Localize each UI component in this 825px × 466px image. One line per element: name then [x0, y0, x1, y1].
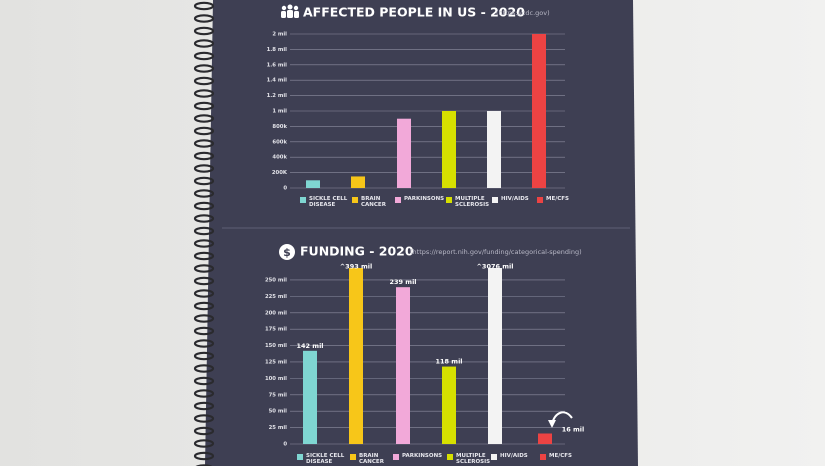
legend-label: PARKINSONS — [404, 196, 445, 202]
value-label: ^3076 mil — [476, 262, 513, 270]
legend-swatch — [300, 197, 306, 203]
y-tick-label: 0 — [283, 186, 287, 192]
legend-swatch — [492, 197, 498, 203]
y-tick-label: 1.8 mil — [267, 47, 288, 53]
y-tick-label: 50 mil — [269, 409, 288, 415]
y-tick-label: 1.6 mil — [267, 62, 288, 68]
y-tick-label: 1.2 mil — [267, 93, 288, 99]
bar — [487, 111, 501, 188]
y-tick-label: 250 mil — [265, 277, 287, 283]
chart-title: FUNDING - 2020 — [300, 244, 414, 259]
legend-label: SICKLE CELL DISEASE — [306, 453, 345, 465]
legend-swatch — [446, 197, 452, 203]
y-tick-label: 0 — [283, 442, 287, 448]
y-tick-label: 25 mil — [269, 425, 288, 431]
y-tick-label: 600k — [272, 139, 287, 145]
y-tick-label: 150 mil — [265, 343, 287, 349]
legend-label: SICKLE CELL DISEASE — [309, 196, 348, 208]
legend-label: HIV/AIDS — [501, 196, 529, 202]
value-label: 16 mil — [562, 426, 585, 434]
bar — [349, 268, 363, 445]
legend-label: ME/CFS — [549, 453, 572, 459]
bar — [488, 268, 502, 444]
legend-label: ME/CFS — [546, 196, 569, 202]
legend-swatch — [395, 197, 401, 203]
bar — [442, 366, 456, 444]
legend-swatch — [447, 454, 453, 460]
legend-swatch — [537, 197, 543, 203]
bar — [532, 34, 546, 188]
legend-swatch — [352, 197, 358, 203]
y-tick-label: 400k — [272, 155, 287, 161]
svg-text:$: $ — [283, 246, 291, 259]
y-tick-label: 1.4 mil — [267, 78, 288, 84]
dollar-icon: $ — [279, 244, 295, 260]
bar — [538, 433, 552, 444]
legend-label: MULTIPLE SCLEROSIS — [456, 453, 491, 465]
legend-swatch — [491, 454, 497, 460]
value-label: 239 mil — [389, 278, 416, 286]
value-label: 118 mil — [435, 358, 462, 366]
y-tick-label: 800k — [272, 124, 287, 130]
bar — [306, 180, 320, 188]
bar — [396, 287, 410, 444]
value-label: 142 mil — [296, 342, 323, 350]
chart-subtitle: (https://cdc.gov) — [496, 9, 550, 17]
bar — [303, 350, 317, 444]
y-tick-label: 200 mil — [265, 310, 287, 316]
arrow-head — [548, 420, 556, 428]
bar — [397, 118, 411, 188]
spiral-binding — [192, 0, 216, 466]
chart-subtitle: (https://report.nih.gov/funding/categori… — [410, 248, 582, 256]
legend-label: PARKINSONS — [402, 453, 443, 459]
chart-title: AFFECTED PEOPLE IN US - 2020 — [303, 5, 525, 20]
legend-swatch — [350, 454, 356, 460]
y-tick-label: 100 mil — [265, 376, 287, 382]
legend-swatch — [393, 454, 399, 460]
people-icon — [281, 4, 299, 18]
y-tick-label: 75 mil — [269, 392, 288, 398]
notebook-page — [205, 0, 638, 466]
y-tick-label: 1 mil — [272, 109, 287, 115]
y-tick-label: 125 mil — [265, 359, 287, 365]
bar — [442, 111, 456, 188]
legend-label: BRAIN CANCER — [361, 196, 386, 208]
legend-swatch — [540, 454, 546, 460]
bars — [306, 34, 546, 188]
legend-label: BRAIN CANCER — [359, 453, 384, 465]
bars — [303, 268, 552, 445]
legend-label: MULTIPLE SCLEROSIS — [455, 196, 490, 208]
y-tick-label: 225 mil — [265, 294, 287, 300]
legend-label: HIV/AIDS — [500, 453, 528, 459]
value-label: ^393 mil — [340, 262, 373, 270]
y-tick-label: 175 mil — [265, 327, 287, 333]
y-tick-label: 2 mil — [272, 32, 287, 38]
bar — [351, 176, 365, 188]
y-tick-label: 200K — [272, 170, 288, 176]
legend-swatch — [297, 454, 303, 460]
